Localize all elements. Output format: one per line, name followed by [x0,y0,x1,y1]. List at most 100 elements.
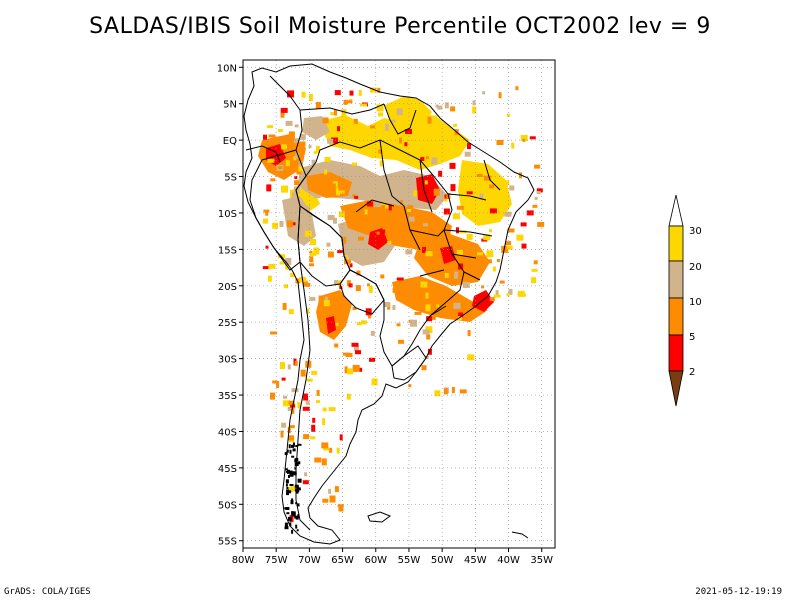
longitude-axis: 80W 75W 70W 65W 60W 55W 50W 45W 40W 35W [232,548,553,566]
chile-coast-island [288,475,290,478]
map-title: SALDAS/IBIS Soil Moisture Percentile OCT… [89,14,711,39]
speckle-cell [352,364,360,372]
y-tick-label: 45S [218,464,237,475]
coastline-and-borders [243,63,535,545]
chile-coast-island [291,511,295,516]
speckle-cell [289,425,295,429]
speckle-cell [482,91,486,95]
speckle-cell [270,178,276,182]
speckle-cell [384,123,389,131]
speckle-cell [476,174,483,177]
speckle-cell [316,389,320,396]
colorbar-tick-30: 30 [689,226,702,237]
chile-coast-island [297,461,301,465]
y-tick-label: 15S [218,245,237,256]
speckle-cell [266,184,272,192]
speckle-cell [396,108,403,116]
speckle-cell [414,311,422,315]
speckle-cell [322,418,326,426]
colorbar-tick-2: 2 [689,367,695,378]
speckle-cell [294,176,298,179]
chile-coast-island [297,478,302,483]
chile-coast-island [294,484,299,488]
speckle-cell [467,330,471,337]
x-tick-label: 55W [398,555,421,566]
speckle-cell [506,113,510,117]
speckle-cell [336,447,340,454]
speckle-cell [294,124,299,128]
speckle-cell [369,87,377,93]
speckle-cell [420,157,425,161]
colorbar-bin-10-20 [668,260,684,299]
speckle-cell [508,288,513,295]
y-tick-label: 10N [217,63,237,74]
x-tick-label: 35W [530,555,553,566]
speckle-cell [279,261,285,265]
speckle-cell [511,142,515,149]
speckle-cell [346,280,351,287]
speckle-cell [505,241,512,246]
speckle-cell [322,498,329,503]
speckle-cell [314,175,320,183]
speckle-cell [431,115,438,119]
speckle-cell [396,277,404,281]
chile-coast-island [289,449,292,454]
speckle-cell [286,220,293,228]
speckle-cell [403,156,408,162]
speckle-cell [485,259,492,264]
speckle-cell [349,263,353,268]
speckle-cell [405,249,413,255]
region-red-south [326,316,336,334]
speckle-cell [342,352,350,356]
speckle-cell [280,430,284,438]
speckle-cell [329,495,336,503]
speckle-cell [339,434,343,441]
speckle-cell [425,156,429,160]
speckle-cell [418,237,424,241]
speckle-cell [383,192,391,197]
speckle-cell [457,316,462,321]
y-tick-label: EQ [223,136,237,147]
speckle-cell [509,185,515,191]
chile-coast-island [285,483,288,487]
chile-coast-island [296,487,301,491]
y-tick-label: 35S [218,391,237,402]
speckle-cell [291,407,295,414]
speckle-cell [281,377,286,381]
speckle-cell [433,188,440,196]
speckle-cell [453,123,458,127]
speckle-cell [368,254,376,262]
speckle-cell [400,236,408,242]
speckle-cell [477,252,483,256]
speckle-cell [343,99,348,105]
speckle-cell [443,208,450,215]
speckle-cell [519,172,523,179]
latitude-axis: 10N 5N EQ 5S 10S 15S 20S 25S 30S 35S 40S 45S 50S 55S [217,63,243,548]
x-tick-label: 75W [265,555,288,566]
speckle-cell [537,221,545,227]
speckle-cell [298,160,303,168]
speckle-cell [456,205,464,210]
speckle-cell [315,101,321,109]
speckle-cell [404,142,408,147]
speckle-cell [304,230,312,237]
speckle-cell [349,90,354,96]
chile-coast-island [285,507,290,510]
speckle-cell [337,126,340,132]
speckle-cell [345,100,353,104]
chile-coast-island [288,516,292,521]
speckle-cell [376,231,380,235]
speckle-cell [466,233,473,240]
speckle-cell [352,162,357,166]
speckle-cell [390,119,396,123]
speckle-cell [288,131,295,139]
speckle-cell [405,129,412,134]
speckle-cell [279,220,284,227]
south-georgia [511,531,529,539]
chile-coast-island [288,470,293,474]
chile-coast-island [286,449,289,453]
speckle-cell [425,251,433,257]
speckle-cell [449,162,456,169]
speckle-cell [293,186,300,194]
chile-coast-island [289,484,294,486]
